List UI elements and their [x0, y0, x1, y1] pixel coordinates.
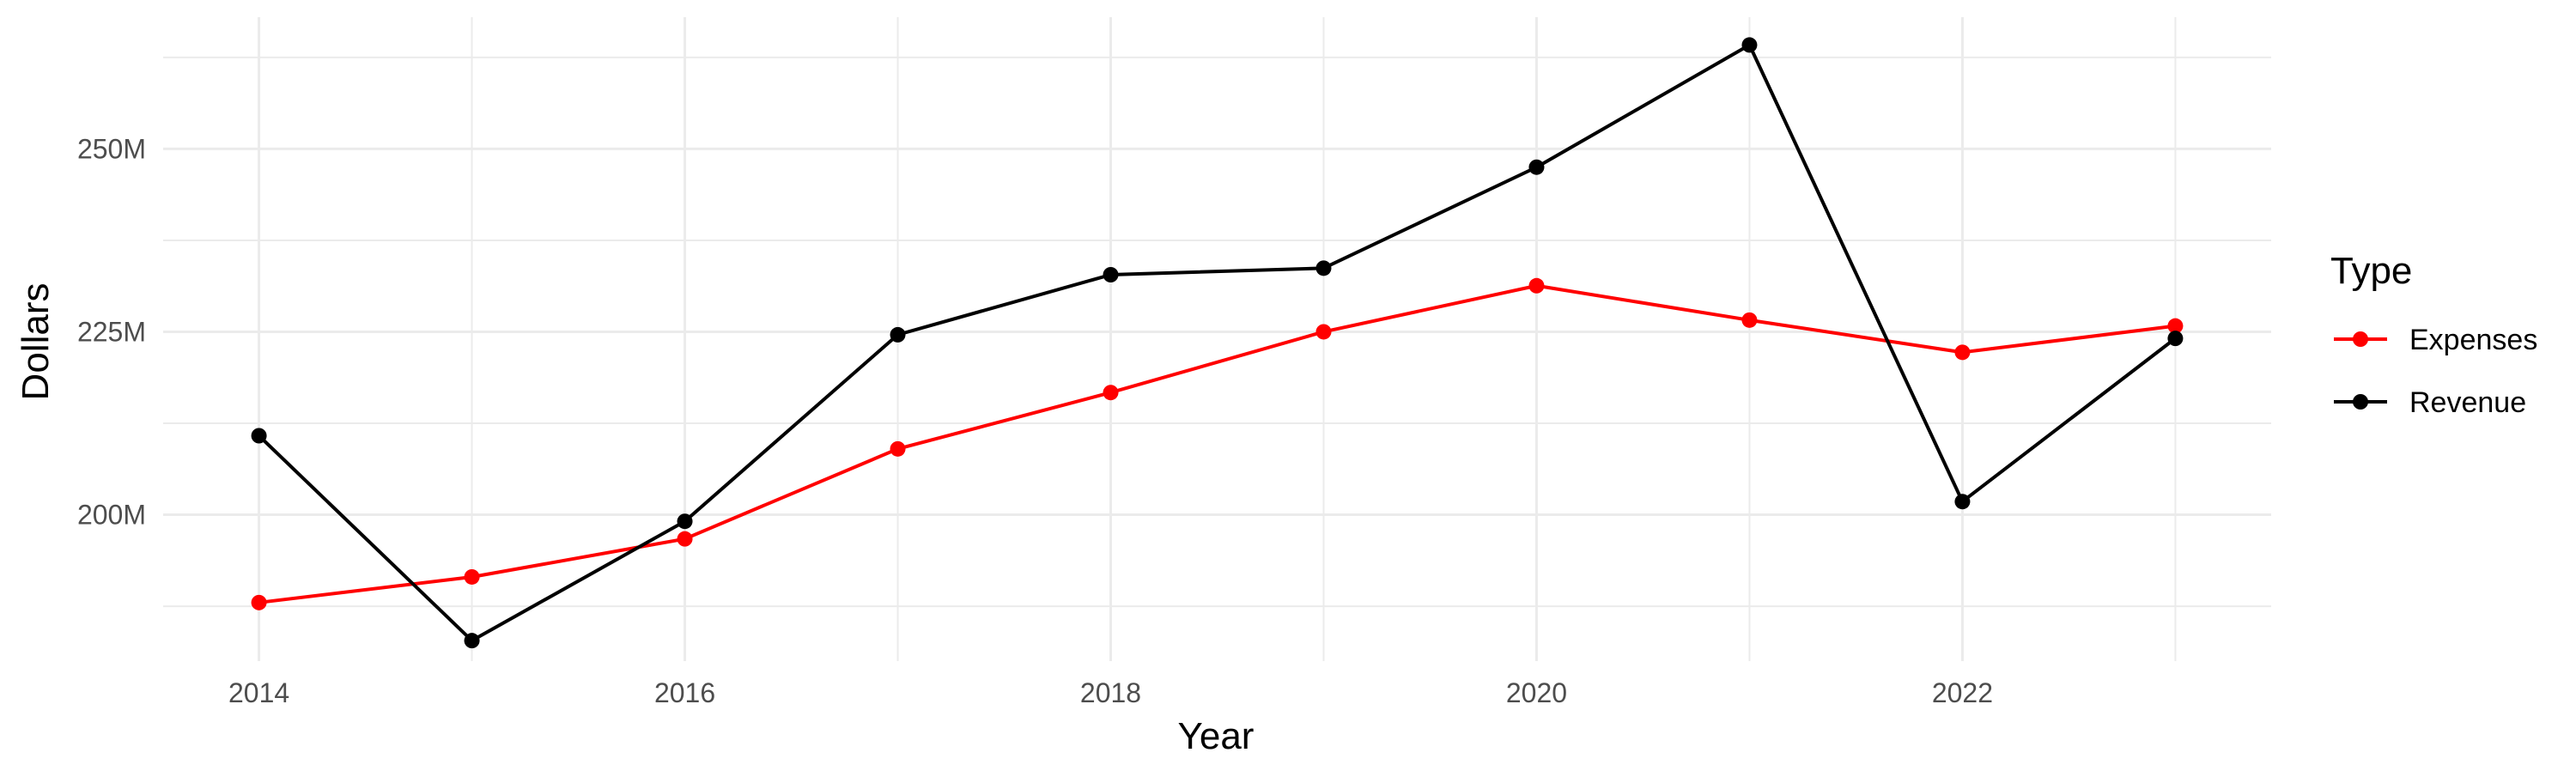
x-axis-ticks: 2014 2016 2018 2020 2022	[228, 677, 1993, 708]
legend-item-revenue: Revenue	[2334, 386, 2526, 419]
legend-items: Expenses Revenue	[2334, 324, 2537, 419]
expenses-point	[464, 568, 480, 585]
y-axis-ticks: 200M 225M 250M	[77, 133, 146, 530]
x-tick-label: 2014	[228, 677, 289, 708]
y-tick-label: 200M	[77, 500, 146, 531]
expenses-series	[251, 277, 2184, 610]
revenue-point	[1741, 37, 1758, 53]
revenue-point	[464, 633, 480, 649]
revenue-point	[677, 513, 693, 530]
legend-key-point	[2353, 394, 2368, 410]
legend-title: Type	[2330, 250, 2412, 292]
expenses-point	[1741, 312, 1758, 328]
x-tick-label: 2020	[1506, 677, 1567, 708]
legend-label: Revenue	[2409, 386, 2526, 419]
revenue-point	[2167, 331, 2184, 347]
revenue-point	[1315, 260, 1332, 276]
expenses-point	[677, 531, 693, 547]
series-layer	[251, 37, 2184, 649]
x-axis-title: Year	[1178, 715, 1255, 757]
revenue-series	[251, 37, 2184, 649]
revenue-line	[257, 43, 2178, 643]
revenue-point	[1528, 159, 1545, 175]
legend: Type Expenses Revenue	[2330, 250, 2537, 419]
minor-gridlines	[163, 17, 2271, 661]
expenses-line	[257, 283, 2178, 604]
x-tick-label: 2016	[654, 677, 715, 708]
y-tick-label: 225M	[77, 316, 146, 347]
x-tick-label: 2022	[1932, 677, 1993, 708]
revenue-point	[251, 428, 267, 444]
expenses-point	[2167, 318, 2184, 334]
legend-label: Expenses	[2409, 324, 2537, 356]
expenses-point	[1103, 385, 1119, 401]
expenses-point	[1954, 344, 1971, 361]
expenses-point	[1528, 277, 1545, 294]
legend-item-expenses: Expenses	[2334, 324, 2537, 356]
legend-key-point	[2353, 331, 2368, 347]
expenses-point	[890, 440, 906, 457]
revenue-point	[890, 326, 906, 343]
revenue-point	[1954, 494, 1971, 510]
y-tick-label: 250M	[77, 133, 146, 164]
major-gridlines	[163, 17, 2271, 661]
revenue-point	[1103, 267, 1119, 282]
expenses-point	[1315, 324, 1332, 340]
expenses-point	[251, 594, 267, 610]
x-tick-label: 2018	[1080, 677, 1141, 708]
y-axis-title: Dollars	[15, 283, 57, 401]
